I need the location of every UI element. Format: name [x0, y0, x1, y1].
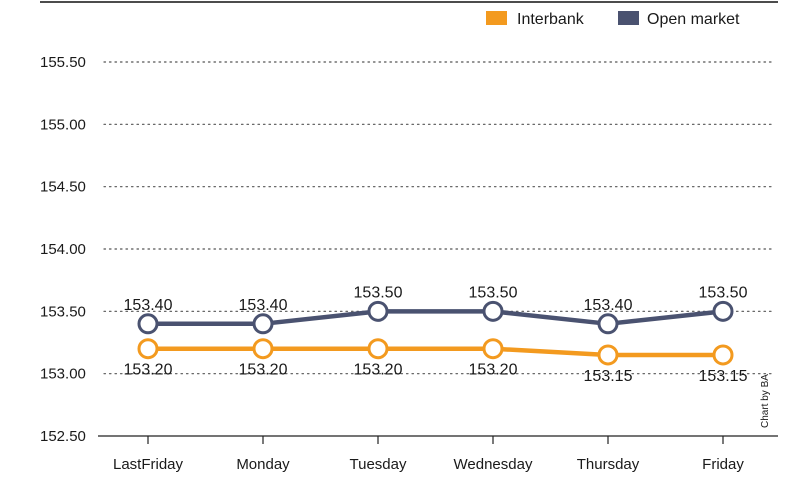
- y-tick-label: 155.50: [40, 54, 86, 71]
- data-point-marker: [482, 338, 504, 360]
- series-line-interbank: [145, 346, 726, 358]
- data-point-marker: [712, 344, 734, 366]
- y-tick-label: 154.50: [40, 179, 86, 196]
- x-tick-label: Tuesday: [350, 456, 407, 473]
- data-label: 153.20: [239, 362, 288, 379]
- data-point-marker: [597, 344, 619, 366]
- y-tick-label: 152.50: [40, 428, 86, 445]
- x-tick-label: Wednesday: [454, 456, 533, 473]
- series-line-open-market: [145, 309, 726, 327]
- data-point-marker: [252, 338, 274, 360]
- data-point-marker: [252, 313, 274, 335]
- data-label: 153.50: [354, 284, 403, 301]
- x-axis: LastFriday Monday Tuesday Wednesday Thursday…: [98, 435, 778, 473]
- x-tick-label: Friday: [702, 456, 744, 473]
- gridlines: 152.50 153.00 153.50 154.00 154.50 155.00 155.…: [40, 54, 773, 445]
- data-point-marker: [137, 313, 159, 335]
- data-label: 153.15: [699, 368, 748, 385]
- legend-label: Open market: [647, 11, 740, 28]
- data-labels: 153.20 153.20 153.20 153.20 153.15 153.15 153.…: [124, 284, 748, 385]
- data-label: 153.50: [469, 284, 518, 301]
- data-label: 153.20: [354, 362, 403, 379]
- x-tick-label: LastFriday: [113, 456, 184, 473]
- data-label: 153.40: [124, 297, 173, 314]
- data-label: 153.50: [699, 284, 748, 301]
- data-point-marker: [137, 338, 159, 360]
- data-label: 153.40: [584, 297, 633, 314]
- legend-swatch: [618, 11, 639, 25]
- y-tick-label: 153.00: [40, 366, 86, 383]
- x-tick-label: Monday: [236, 456, 290, 473]
- y-tick-label: 155.00: [40, 116, 86, 133]
- legend: Interbank Open market: [486, 11, 740, 28]
- legend-label: Interbank: [517, 11, 585, 28]
- data-label: 153.15: [584, 368, 633, 385]
- legend-swatch: [486, 11, 507, 25]
- y-tick-label: 154.00: [40, 241, 86, 258]
- data-point-marker: [367, 300, 389, 322]
- data-label: 153.20: [124, 362, 173, 379]
- data-label: 153.20: [469, 362, 518, 379]
- series-lines: [137, 300, 734, 366]
- data-label: 153.40: [239, 297, 288, 314]
- x-tick-label: Thursday: [577, 456, 640, 473]
- data-point-marker: [367, 338, 389, 360]
- data-point-marker: [597, 313, 619, 335]
- chart-credit: Chart by BA: [760, 374, 771, 428]
- data-point-marker: [712, 300, 734, 322]
- y-tick-label: 153.50: [40, 303, 86, 320]
- data-point-marker: [482, 300, 504, 322]
